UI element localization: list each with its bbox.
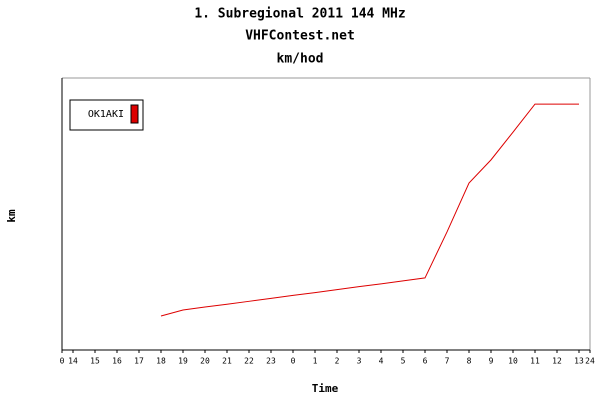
- x-tick-label: 2: [335, 357, 340, 366]
- x-tick-label: 0: [60, 357, 65, 366]
- chart-subtitle: VHFContest.net: [245, 29, 355, 44]
- chart-title: 1. Subregional 2011 144 MHz: [194, 7, 405, 22]
- legend-swatch: [130, 104, 139, 124]
- x-tick-label: 13: [574, 357, 584, 366]
- x-tick-label: 17: [134, 357, 144, 366]
- x-tick-label: 8: [467, 357, 472, 366]
- x-tick-label: 19: [178, 357, 188, 366]
- series-line: [160, 103, 579, 317]
- x-tick-label: 6: [423, 357, 428, 366]
- x-axis-label: Time: [312, 382, 339, 395]
- x-tick-label: 4: [379, 357, 384, 366]
- x-tick-label: 18: [156, 357, 166, 366]
- x-tick-label: 24: [585, 357, 595, 366]
- legend-label: OK1AKI: [88, 109, 124, 120]
- x-tick-label: 1: [313, 357, 318, 366]
- y-axis-label: km: [5, 209, 18, 223]
- x-tick-label: 9: [489, 357, 494, 366]
- x-tick-label: 15: [90, 357, 100, 366]
- x-tick-label: 14: [68, 357, 78, 366]
- x-tick-label: 5: [401, 357, 406, 366]
- unit-title: km/hod: [277, 52, 324, 67]
- x-tick-label: 21: [222, 357, 232, 366]
- x-tick-label: 3: [357, 357, 362, 366]
- x-tick-label: 22: [244, 357, 254, 366]
- x-tick-label: 23: [266, 357, 276, 366]
- x-tick-label: 12: [552, 357, 562, 366]
- x-tick-label: 10: [508, 357, 518, 366]
- x-tick-label: 11: [530, 357, 540, 366]
- x-tick-label: 7: [445, 357, 450, 366]
- x-tick-label: 0: [291, 357, 296, 366]
- x-tick-label: 16: [112, 357, 122, 366]
- x-tick-label: 20: [200, 357, 210, 366]
